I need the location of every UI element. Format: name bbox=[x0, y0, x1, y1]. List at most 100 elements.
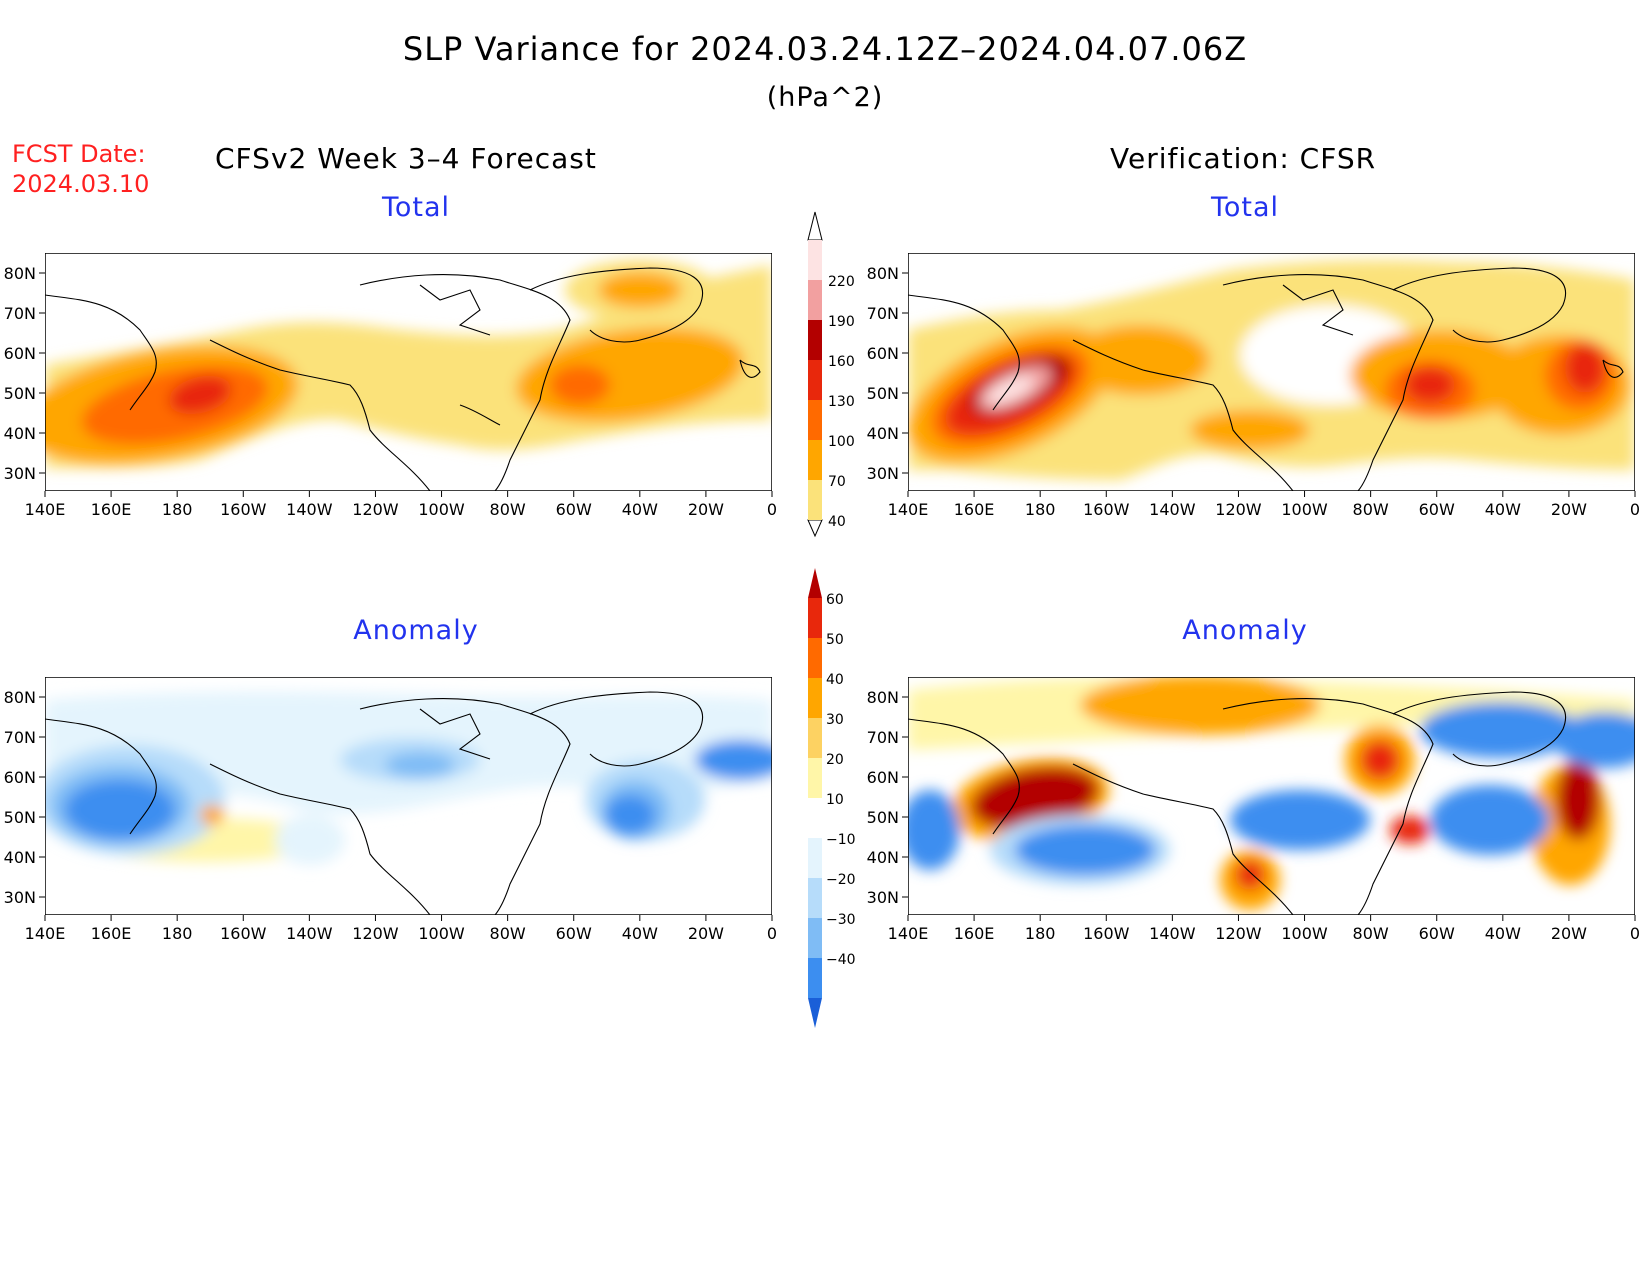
lat-tick-label: 70N bbox=[867, 304, 899, 323]
lon-tick-label: 180 bbox=[162, 500, 193, 519]
lon-tick-label: 100W bbox=[418, 924, 465, 943]
lon-tick-label: 140W bbox=[1149, 500, 1196, 519]
colorbar-total-label: 130 bbox=[828, 394, 855, 410]
units-label: (hPa^2) bbox=[766, 82, 884, 113]
lon-tick-label: 100W bbox=[1281, 924, 1328, 943]
lon-tick-label: 160E bbox=[954, 500, 995, 519]
lon-tick-label: 80W bbox=[1353, 500, 1389, 519]
colorbar-total-label: 190 bbox=[828, 314, 855, 330]
colorbar-total-label: 100 bbox=[828, 434, 855, 450]
lon-tick-label: 20W bbox=[1551, 500, 1587, 519]
lon-tick-label: 100W bbox=[418, 500, 465, 519]
colorbar-total-bottom-end bbox=[807, 519, 823, 538]
colorbar-total-label: 160 bbox=[828, 354, 855, 370]
lon-tick-label: 140E bbox=[888, 924, 929, 943]
colorbar-anomaly-swatch bbox=[808, 798, 822, 838]
lat-tick-label: 50N bbox=[867, 808, 899, 827]
lon-tick-label: 120W bbox=[352, 924, 399, 943]
lat-tick-label: 30N bbox=[867, 888, 899, 907]
lon-tick-label: 40W bbox=[622, 500, 658, 519]
lat-tick-label: 70N bbox=[867, 728, 899, 747]
lon-tick-label: 0 bbox=[1630, 500, 1640, 519]
colorbar-anomaly-swatch bbox=[808, 918, 822, 958]
lon-tick-label: 160E bbox=[91, 500, 132, 519]
colorbar-anomaly-label: 10 bbox=[826, 792, 844, 808]
colorbar-total: 40 70 100 130 160 190 220 bbox=[807, 211, 855, 538]
lat-tick-label: 50N bbox=[4, 384, 36, 403]
colorbar-anomaly-label: 20 bbox=[826, 752, 844, 768]
colorbar-anomaly-label: −20 bbox=[826, 872, 856, 888]
colorbar-anomaly-label: −40 bbox=[826, 952, 856, 968]
colorbar-total-swatch bbox=[808, 400, 822, 440]
lon-tick-label: 160W bbox=[220, 500, 267, 519]
lon-tick-label: 140W bbox=[286, 924, 333, 943]
panel-title-forecast-total: Total bbox=[381, 192, 451, 223]
colorbar-anomaly-swatch bbox=[808, 958, 822, 998]
verification-anomaly-map bbox=[908, 677, 1635, 915]
lon-tick-label: 160W bbox=[1083, 924, 1130, 943]
lon-tick-label: 60W bbox=[556, 500, 592, 519]
lat-tick-label: 40N bbox=[867, 424, 899, 443]
colorbar-anomaly-swatch bbox=[808, 758, 822, 798]
colorbar-anomaly-swatch bbox=[808, 638, 822, 678]
lon-tick-label: 40W bbox=[1485, 500, 1521, 519]
forecast-date-value: 2024.03.10 bbox=[12, 170, 150, 198]
lat-tick-label: 80N bbox=[4, 264, 36, 283]
lat-tick-label: 30N bbox=[867, 464, 899, 483]
lat-tick-label: 70N bbox=[4, 728, 36, 747]
lon-tick-label: 160E bbox=[954, 924, 995, 943]
colorbar-total-swatch bbox=[808, 480, 822, 520]
colorbar-anomaly-label: 40 bbox=[826, 672, 844, 688]
colorbar-total-swatch bbox=[808, 280, 822, 320]
lat-tick-label: 80N bbox=[867, 264, 899, 283]
lon-tick-label: 120W bbox=[1215, 500, 1262, 519]
colorbar-anomaly-label: 50 bbox=[826, 632, 844, 648]
map-axes: 80N 70N 60N 50N 40N 30N 140E 160E 180 160W 140W 120… bbox=[4, 264, 1640, 943]
lon-tick-label: 40W bbox=[622, 924, 658, 943]
verification-heading: Verification: CFSR bbox=[1110, 142, 1377, 175]
lon-tick-label: 100W bbox=[1281, 500, 1328, 519]
colorbar-total-label: 40 bbox=[828, 514, 846, 530]
lon-tick-label: 140W bbox=[286, 500, 333, 519]
lon-tick-label: 120W bbox=[352, 500, 399, 519]
forecast-total-map bbox=[45, 253, 772, 491]
lon-tick-label: 20W bbox=[688, 500, 724, 519]
colorbar-total-swatch bbox=[808, 240, 822, 280]
panel-title-verification-total: Total bbox=[1210, 192, 1280, 223]
forecast-anomaly-map bbox=[45, 677, 772, 915]
verification-total-map bbox=[908, 253, 1635, 491]
lat-tick-label: 40N bbox=[4, 424, 36, 443]
colorbar-anomaly-swatch bbox=[808, 878, 822, 918]
lon-tick-label: 20W bbox=[1551, 924, 1587, 943]
colorbar-total-top-end bbox=[807, 211, 823, 241]
lat-tick-label: 60N bbox=[4, 344, 36, 363]
lon-tick-label: 180 bbox=[162, 924, 193, 943]
lat-tick-label: 40N bbox=[867, 848, 899, 867]
lat-tick-label: 30N bbox=[4, 888, 36, 907]
forecast-date-label: FCST Date: bbox=[12, 140, 146, 168]
colorbar-anomaly-label: −30 bbox=[826, 912, 856, 928]
panel-title-forecast-anomaly: Anomaly bbox=[353, 615, 479, 646]
lon-tick-label: 60W bbox=[1419, 500, 1455, 519]
main-title: SLP Variance for 2024.03.24.12Z–2024.04.… bbox=[402, 30, 1248, 68]
lon-tick-label: 0 bbox=[1630, 924, 1640, 943]
forecast-heading: CFSv2 Week 3–4 Forecast bbox=[215, 142, 597, 175]
lon-tick-label: 40W bbox=[1485, 924, 1521, 943]
lon-tick-label: 80W bbox=[1353, 924, 1389, 943]
lat-tick-label: 60N bbox=[867, 768, 899, 787]
lat-tick-label: 60N bbox=[4, 768, 36, 787]
colorbar-total-label: 70 bbox=[828, 474, 846, 490]
lat-tick-label: 30N bbox=[4, 464, 36, 483]
colorbar-anomaly-label: 30 bbox=[826, 712, 844, 728]
lon-tick-label: 140E bbox=[888, 500, 929, 519]
lon-tick-label: 120W bbox=[1215, 924, 1262, 943]
colorbar-total-swatch bbox=[808, 360, 822, 400]
lon-tick-label: 80W bbox=[490, 500, 526, 519]
colorbar-anomaly-top-end bbox=[808, 568, 822, 598]
colorbar-anomaly-label: −10 bbox=[826, 832, 856, 848]
lat-tick-label: 40N bbox=[4, 848, 36, 867]
colorbar-anomaly-bottom-end bbox=[808, 998, 822, 1028]
colorbar-anomaly-swatch bbox=[808, 838, 822, 878]
lon-tick-label: 180 bbox=[1025, 500, 1056, 519]
